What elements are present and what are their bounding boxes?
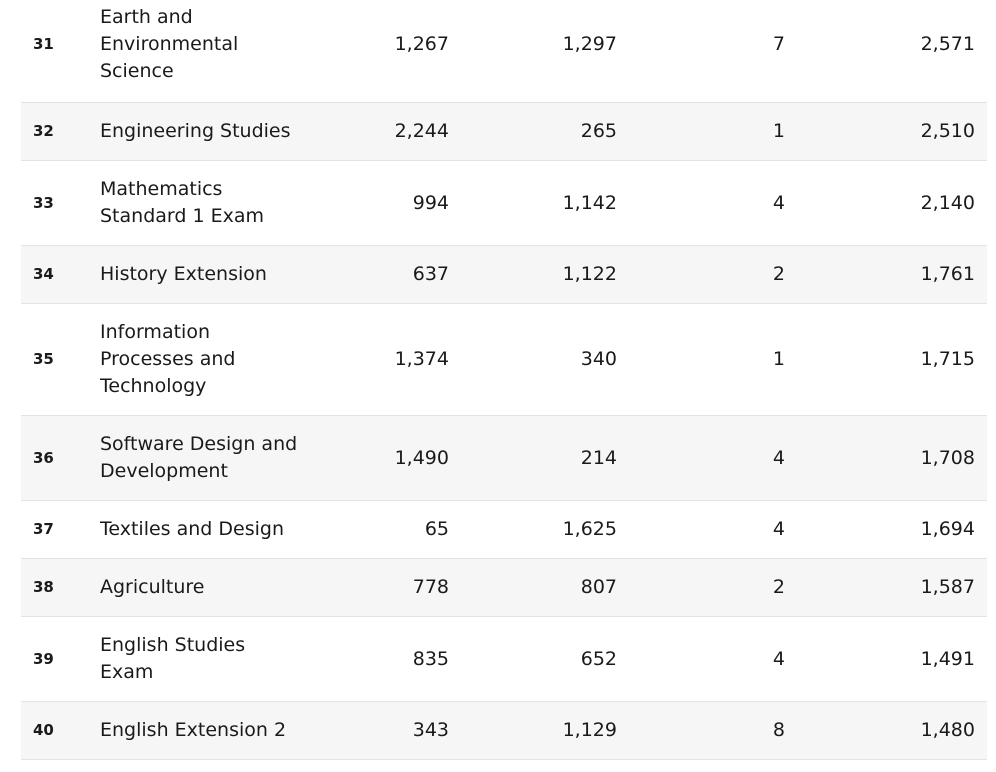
value-cell: 1,122 xyxy=(562,263,617,285)
rank-cell: 40 xyxy=(33,721,54,739)
total-cell: 1,480 xyxy=(920,719,975,741)
value-cell: 1,374 xyxy=(394,348,449,370)
value-cell: 1,297 xyxy=(562,33,617,55)
value-cell: 4 xyxy=(772,191,785,214)
value-cell: 214 xyxy=(580,446,617,469)
rank-cell: 31 xyxy=(33,35,54,53)
value-cell: 7 xyxy=(772,33,785,55)
subject-cell: History Extension xyxy=(100,263,267,285)
value-cell: 807 xyxy=(580,576,617,598)
value-cell: 1 xyxy=(772,348,785,370)
value-cell: 1 xyxy=(772,120,785,142)
total-cell: 1,761 xyxy=(920,263,975,285)
subject-cell: English Extension 2 xyxy=(100,719,287,741)
value-cell: 1,129 xyxy=(562,719,617,741)
subject-cell: Engineering Studies xyxy=(100,120,291,142)
total-cell: 1,491 xyxy=(920,647,975,670)
rank-cell: 35 xyxy=(33,350,54,368)
total-cell: 2,140 xyxy=(920,191,975,214)
subject-cell: Agriculture xyxy=(100,576,205,598)
table-row: 40 English Extension 2 343 1,129 8 1,480 xyxy=(21,702,987,760)
table-row: 36 Software Design and Development 1,490… xyxy=(21,416,987,501)
total-cell: 2,510 xyxy=(920,120,975,142)
table-row: 39 English Studies Exam 835 652 4 1,491 xyxy=(21,617,987,702)
total-cell: 1,694 xyxy=(920,518,975,540)
value-cell: 4 xyxy=(772,446,785,469)
value-cell: 4 xyxy=(772,647,785,670)
table-row: 35 Information Processes and Technology … xyxy=(21,304,987,416)
subject-cell: Information Processes and Technology xyxy=(100,321,236,397)
table-row: 34 History Extension 637 1,122 2 1,761 xyxy=(21,246,987,304)
value-cell: 265 xyxy=(580,120,617,142)
total-cell: 1,587 xyxy=(920,576,975,598)
rank-cell: 34 xyxy=(33,265,54,283)
value-cell: 2,244 xyxy=(394,120,449,142)
value-cell: 637 xyxy=(412,263,449,285)
subject-cell: English Studies Exam xyxy=(100,634,246,683)
table-row: 31 Earth and Environmental Science 1,267… xyxy=(21,0,987,103)
value-cell: 343 xyxy=(412,719,449,741)
table-row: 37 Textiles and Design 65 1,625 4 1,694 xyxy=(21,501,987,559)
rank-cell: 39 xyxy=(33,649,54,668)
table-row: 32 Engineering Studies 2,244 265 1 2,510 xyxy=(21,103,987,161)
subject-cell: Earth and Environmental Science xyxy=(100,6,239,82)
value-cell: 1,490 xyxy=(394,446,449,469)
value-cell: 340 xyxy=(580,348,617,370)
value-cell: 1,267 xyxy=(394,33,449,55)
value-cell: 835 xyxy=(412,647,449,670)
rank-cell: 37 xyxy=(33,520,54,538)
total-cell: 2,571 xyxy=(920,33,975,55)
rank-cell: 36 xyxy=(33,448,54,467)
value-cell: 1,625 xyxy=(562,518,617,540)
value-cell: 4 xyxy=(772,518,785,540)
rank-cell: 32 xyxy=(33,122,54,140)
subjects-table: 31 Earth and Environmental Science 1,267… xyxy=(21,0,987,760)
total-cell: 1,715 xyxy=(920,348,975,370)
subject-cell: Textiles and Design xyxy=(100,518,284,540)
table-row: 33 Mathematics Standard 1 Exam 994 1,142… xyxy=(21,161,987,246)
value-cell: 2 xyxy=(772,576,785,598)
total-cell: 1,708 xyxy=(920,446,975,469)
value-cell: 65 xyxy=(424,518,449,540)
subject-cell: Software Design and Development xyxy=(100,433,298,482)
value-cell: 1,142 xyxy=(562,191,617,214)
value-cell: 778 xyxy=(412,576,449,598)
value-cell: 994 xyxy=(412,191,449,214)
table-row: 38 Agriculture 778 807 2 1,587 xyxy=(21,559,987,617)
rank-cell: 38 xyxy=(33,578,54,596)
value-cell: 2 xyxy=(772,263,785,285)
value-cell: 652 xyxy=(580,647,617,670)
rank-cell: 33 xyxy=(33,193,54,212)
subject-cell: Mathematics Standard 1 Exam xyxy=(100,178,265,227)
value-cell: 8 xyxy=(772,719,785,741)
